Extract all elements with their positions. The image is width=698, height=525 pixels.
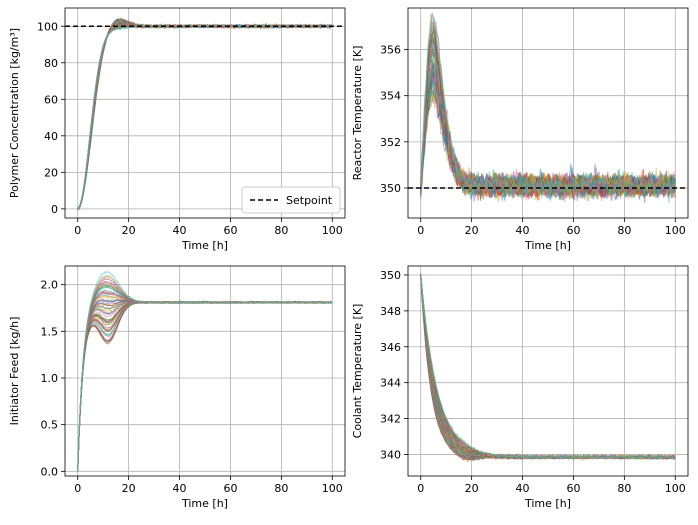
y-tick-label: 350 <box>380 182 401 195</box>
x-tick-label: 20 <box>465 482 479 495</box>
x-tick-label: 80 <box>617 224 631 237</box>
initiator-xlabel: Time [h] <box>181 497 228 510</box>
initiator-series-group <box>77 270 333 472</box>
polymer-ylabel: Polymer Concentration [kg/m³] <box>8 28 21 198</box>
y-tick-label: 20 <box>44 166 58 179</box>
coolant-series-group <box>420 273 676 463</box>
polymer-axes-frame <box>64 7 346 219</box>
reactor-axes-frame <box>407 7 689 219</box>
y-tick-label: 352 <box>380 136 401 149</box>
initiator-chart: 0 20 40 60 80 100 0.0 0.5 1.0 1.5 2.0 Time [h] Initi… <box>8 265 346 510</box>
y-tick-label: 342 <box>380 413 401 426</box>
x-tick-label: 0 <box>417 224 424 237</box>
y-tick-label: 356 <box>380 44 401 57</box>
y-tick-label: 80 <box>44 57 58 70</box>
y-tick-label: 344 <box>380 377 401 390</box>
coolant-grid <box>408 266 688 476</box>
x-tick-label: 100 <box>665 224 686 237</box>
x-tick-label: 0 <box>417 482 424 495</box>
y-tick-label: 0.0 <box>41 465 59 478</box>
x-tick-label: 60 <box>223 482 237 495</box>
x-tick-label: 100 <box>665 482 686 495</box>
trajectory-line <box>420 276 676 461</box>
reactor-xlabel: Time [h] <box>524 239 571 252</box>
coolant-ylabel: Coolant Temperature [K] <box>351 304 364 439</box>
y-tick-label: 0.5 <box>41 419 59 432</box>
x-tick-label: 100 <box>322 224 343 237</box>
x-tick-label: 40 <box>173 224 187 237</box>
y-tick-label: 354 <box>380 90 401 103</box>
y-tick-label: 348 <box>380 305 401 318</box>
y-tick-label: 60 <box>44 93 58 106</box>
y-tick-label: 346 <box>380 341 401 354</box>
coolant-xlabel: Time [h] <box>524 497 571 510</box>
x-tick-label: 0 <box>74 482 81 495</box>
x-tick-label: 60 <box>223 224 237 237</box>
x-tick-label: 100 <box>322 482 343 495</box>
y-tick-label: 100 <box>37 20 58 33</box>
y-tick-label: 2.0 <box>41 279 59 292</box>
x-tick-label: 60 <box>566 224 580 237</box>
x-tick-label: 0 <box>74 224 81 237</box>
initiator-ylabel: Initiator Feed [kg/h] <box>8 317 21 426</box>
x-tick-label: 60 <box>566 482 580 495</box>
coolant-axes-frame <box>407 265 689 477</box>
y-tick-label: 40 <box>44 130 58 143</box>
x-tick-label: 40 <box>516 224 530 237</box>
legend-box <box>241 186 341 214</box>
coolant-chart: 0 20 40 60 80 100 340 342 344 346 348 350 Time [h] Co… <box>351 265 689 510</box>
y-tick-label: 340 <box>380 448 401 461</box>
x-tick-label: 40 <box>516 482 530 495</box>
x-tick-label: 20 <box>122 482 136 495</box>
x-tick-label: 40 <box>173 482 187 495</box>
trajectory-line <box>420 18 676 199</box>
x-tick-label: 80 <box>617 482 631 495</box>
y-tick-label: 1.5 <box>41 325 59 338</box>
y-tick-label: 0 <box>51 203 58 216</box>
x-tick-label: 80 <box>274 482 288 495</box>
legend-label-setpoint: Setpoint <box>286 194 333 207</box>
polymer-xlabel: Time [h] <box>181 239 228 252</box>
x-tick-label: 20 <box>122 224 136 237</box>
reactor-chart: 0 20 40 60 80 100 350 352 354 356 Time [h] Reactor … <box>351 7 689 252</box>
x-tick-label: 80 <box>274 224 288 237</box>
y-tick-label: 1.0 <box>41 372 59 385</box>
y-tick-label: 350 <box>380 269 401 282</box>
polymer-chart: 0 20 40 60 80 100 0 20 40 60 80 100 Time [h] Polymer … <box>8 7 346 252</box>
initiator-axes-frame <box>64 265 346 477</box>
trajectory-line <box>77 270 333 472</box>
reactor-ylabel: Reactor Temperature [K] <box>351 46 364 181</box>
x-tick-label: 20 <box>465 224 479 237</box>
polymer-legend: Setpoint <box>241 186 341 214</box>
